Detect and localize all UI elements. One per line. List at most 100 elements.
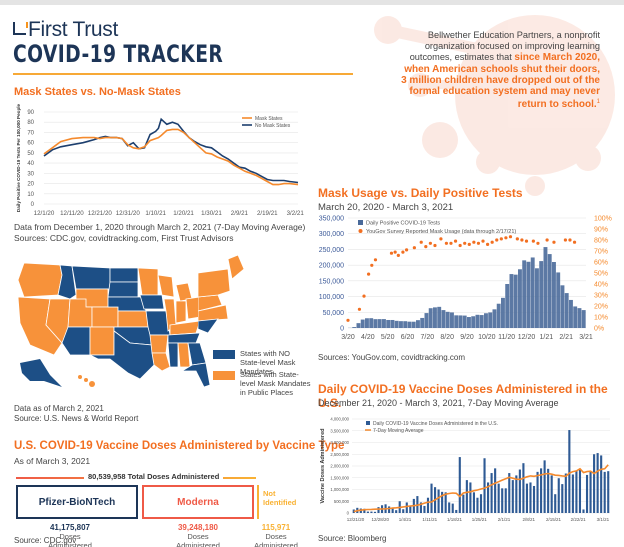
- bar: [556, 272, 561, 328]
- moderna-box: Moderna: [142, 485, 254, 519]
- bar: [352, 327, 357, 328]
- bar: [472, 492, 475, 513]
- bar: [441, 310, 446, 328]
- bar: [455, 509, 458, 513]
- bar: [568, 430, 571, 513]
- mask-usage-point: [485, 242, 490, 246]
- mask-usage-point: [476, 241, 481, 245]
- y-tick-label: 50,000: [323, 310, 345, 317]
- mask-usage-point: [481, 239, 485, 243]
- bar: [441, 491, 444, 513]
- callout-text: Bellwether Education Partners, a nonprof…: [400, 30, 600, 110]
- y2-tick-label: 80%: [594, 238, 608, 245]
- bar: [561, 484, 564, 513]
- map-state-ak: [20, 359, 62, 387]
- y-tick-label: 1,000,000: [330, 487, 349, 492]
- not-identified-doses: 115,971 Doses Administered: [246, 523, 306, 547]
- x-tick-label: 1/11/21: [422, 517, 437, 522]
- legend-label: Daily COVID-19 Vaccine Doses Administere…: [373, 421, 498, 427]
- bar: [426, 497, 430, 513]
- bar: [494, 468, 497, 513]
- mask-usage-point: [572, 240, 577, 244]
- y2-tick-label: 0%: [594, 326, 604, 333]
- virus-spike: [422, 122, 458, 158]
- bar: [465, 480, 468, 513]
- x-tick-label: 1/25/21: [472, 517, 488, 522]
- legend-label: No Mask States: [255, 123, 291, 129]
- mask-usage-point: [520, 238, 524, 242]
- bar: [360, 319, 365, 328]
- x-tick-label: 1/20/21: [173, 210, 194, 217]
- bar: [407, 321, 412, 328]
- bar: [593, 454, 596, 513]
- bar: [479, 315, 484, 328]
- map-note: Data as of March 2, 2021 Source: U.S. Ne…: [14, 404, 138, 424]
- bar: [365, 318, 369, 328]
- callout-highlight: since March 2020, when American schools …: [401, 52, 600, 111]
- bar: [363, 508, 366, 513]
- bar: [370, 511, 373, 513]
- map-state-ia: [139, 294, 165, 310]
- bar: [490, 473, 493, 513]
- callout-footnote: 1: [596, 99, 600, 106]
- bar: [522, 260, 527, 328]
- bar: [369, 318, 374, 328]
- mask-usage-source: Sources: YouGov.com, covidtracking.com: [318, 353, 466, 362]
- mask-states-sources: Sources: CDC.gov, covidtracking.com, Fir…: [14, 233, 234, 243]
- y-tick-label: 90: [27, 110, 34, 116]
- map-state-la: [151, 352, 171, 372]
- y2-tick-label: 90%: [594, 227, 608, 234]
- map-state-ar: [149, 334, 169, 354]
- y-tick-label: 150,000: [319, 278, 344, 285]
- mask-usage-point: [412, 246, 416, 250]
- page-title: COVID-19 TRACKER: [13, 40, 224, 68]
- x-tick-label: 1/18/21: [447, 517, 463, 522]
- bar: [603, 471, 606, 513]
- mask-usage-point: [504, 236, 508, 240]
- map-state-ms: [167, 342, 179, 368]
- bar: [467, 317, 471, 328]
- map-legend-no-mandate-label: States with NO State-level Mask Mandates: [240, 349, 296, 376]
- bar: [437, 489, 440, 513]
- bar: [509, 274, 514, 328]
- mask-states-note: Data from December 1, 2020 through March…: [14, 222, 305, 244]
- bar: [356, 323, 361, 328]
- mask-usage-point: [458, 243, 462, 248]
- bar: [589, 471, 592, 513]
- bar: [569, 299, 573, 328]
- mask-usage-point: [472, 240, 476, 244]
- x-tick-label: 11/20: [498, 334, 515, 341]
- bar: [585, 474, 589, 513]
- x-tick-label: 8/20: [440, 334, 454, 341]
- pfizer-doses-value: 41,175,807: [49, 523, 91, 532]
- total-doses-label: 80,539,958 Total Doses Administered: [84, 472, 224, 481]
- x-tick-label: 2/8/21: [522, 517, 535, 522]
- mask-usage-point: [545, 238, 549, 242]
- not-identified-doses-caption: Doses Administered: [254, 532, 298, 547]
- title-divider: [13, 73, 353, 75]
- x-tick-label: 2/22/21: [571, 517, 587, 522]
- bar: [420, 317, 425, 328]
- legend-label: YouGov Survey Reported Mask Usage (data …: [366, 229, 516, 235]
- bar: [409, 505, 412, 513]
- y-tick-label: 0: [340, 326, 344, 333]
- bar: [444, 492, 447, 513]
- bar: [488, 312, 493, 328]
- bar: [373, 511, 377, 513]
- bar: [501, 297, 505, 328]
- y-tick-label: 0: [31, 202, 35, 208]
- bar: [386, 319, 391, 328]
- bar: [483, 458, 486, 513]
- y-tick-label: 50: [27, 151, 34, 157]
- map-state-al: [177, 342, 191, 368]
- mask-usage-point: [433, 243, 437, 248]
- y-tick-label: 40: [27, 161, 34, 167]
- mask-usage-point: [515, 237, 519, 241]
- mask-usage-point: [563, 238, 568, 242]
- y-tick-label: 500,000: [334, 499, 350, 504]
- map-legend-mandate-swatch: [213, 371, 235, 380]
- map-state-nm: [89, 326, 115, 356]
- x-tick-label: 1/10/21: [145, 210, 166, 217]
- mask-usage-point: [508, 235, 513, 239]
- bar: [564, 473, 567, 513]
